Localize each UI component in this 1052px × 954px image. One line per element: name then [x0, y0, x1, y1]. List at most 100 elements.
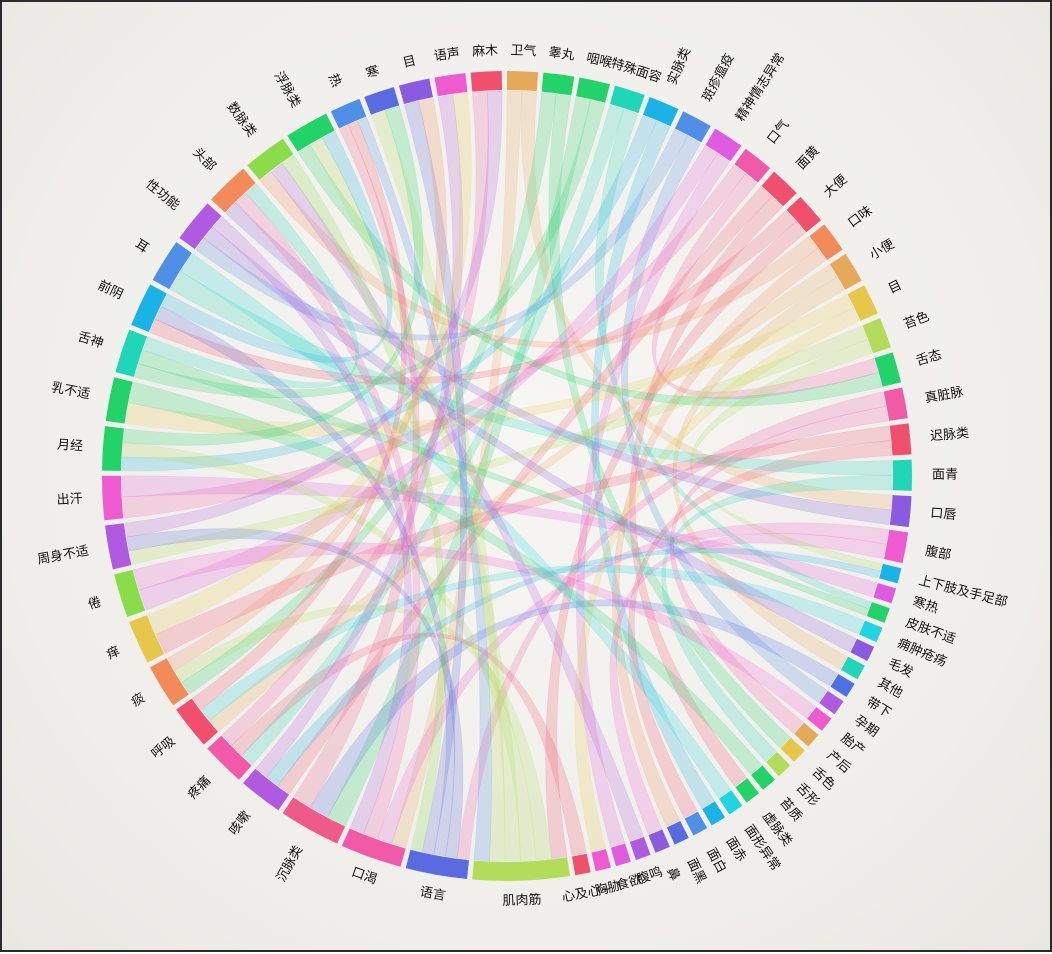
- ribbon-26: [129, 325, 868, 566]
- category-label: 面黄: [794, 144, 823, 173]
- arc-50: [149, 658, 189, 706]
- category-label: 精神情志异常: [733, 51, 788, 125]
- arc-49: [176, 698, 219, 745]
- arc-6: [705, 128, 742, 162]
- ribbon-1: [520, 90, 892, 511]
- ribbon-54: [154, 306, 456, 857]
- ribbon-23: [672, 276, 848, 670]
- arc-57: [115, 329, 148, 377]
- category-label: 痰: [128, 690, 147, 710]
- arc-12: [847, 285, 878, 321]
- category-label: 心及心~: [561, 881, 613, 905]
- category-label: 疼痛: [184, 773, 214, 803]
- arc-33: [735, 778, 759, 803]
- category-label: 舌态: [914, 348, 943, 369]
- category-label: 目: [886, 278, 904, 297]
- arc-18: [889, 495, 912, 528]
- ribbon-40: [138, 349, 869, 617]
- arc-36: [684, 811, 708, 836]
- category-label: 头部: [189, 145, 218, 174]
- category-label: 咳嗽: [226, 809, 254, 839]
- arc-34: [718, 790, 743, 815]
- arc-42: [572, 853, 591, 876]
- ribbon-58: [255, 94, 463, 778]
- category-label: 大便: [821, 172, 850, 200]
- ribbon-16: [277, 186, 773, 795]
- ribbon-67: [212, 216, 412, 834]
- ribbon-48: [231, 632, 587, 856]
- ribbon-42: [203, 226, 857, 653]
- ribbon-47: [270, 162, 644, 842]
- ribbons-layer: [121, 90, 893, 862]
- category-label: 前阴: [95, 277, 125, 303]
- arc-44: [405, 849, 469, 880]
- ribbon-12: [138, 145, 718, 611]
- category-label: 面赤: [722, 835, 748, 865]
- arc-54: [102, 475, 124, 521]
- ribbon-49: [174, 604, 552, 861]
- arc-14: [874, 352, 902, 387]
- arcs-layer: [102, 71, 912, 881]
- arc-29: [794, 722, 819, 747]
- category-label: 小便: [867, 237, 897, 263]
- ribbon-5: [134, 99, 606, 399]
- arc-63: [287, 113, 335, 152]
- category-label: 麻木: [472, 43, 499, 59]
- category-label: 呼吸: [149, 734, 179, 762]
- ribbon-53: [126, 528, 464, 859]
- arc-60: [179, 203, 222, 250]
- ribbon-63: [124, 90, 503, 538]
- category-label: 腹部: [924, 543, 952, 563]
- arc-26: [830, 674, 855, 698]
- ribbon-69: [357, 117, 492, 861]
- category-label: 倦: [86, 595, 103, 613]
- ribbon-38: [266, 547, 881, 787]
- arc-47: [243, 768, 290, 811]
- arc-55: [102, 426, 124, 471]
- ribbon-56: [235, 192, 421, 839]
- ribbon-13: [576, 153, 731, 848]
- ribbon-32: [627, 440, 892, 819]
- ribbon-10: [195, 128, 689, 341]
- category-label: 目: [401, 54, 417, 72]
- arc-38: [648, 829, 670, 853]
- category-label: 痒: [104, 643, 122, 663]
- ribbon-61: [167, 97, 447, 671]
- category-label: 咽喉: [585, 51, 614, 71]
- ribbon-29: [456, 391, 886, 860]
- category-label: 苔色: [901, 308, 931, 332]
- arc-5: [674, 111, 711, 143]
- category-label: 乳不适: [50, 380, 91, 402]
- arc-59: [152, 242, 192, 290]
- ribbon-28: [297, 144, 882, 407]
- arc-8: [761, 171, 797, 207]
- ribbon-43: [310, 599, 838, 818]
- arc-45: [341, 828, 406, 867]
- category-label: 斑疹瘟疫: [699, 51, 738, 104]
- ribbon-7: [595, 108, 872, 610]
- ribbon-24: [125, 294, 854, 437]
- ribbon-25: [574, 307, 860, 853]
- ribbon-31: [155, 425, 891, 654]
- category-label: 性功能: [142, 177, 182, 213]
- ribbon-22: [209, 264, 838, 732]
- ribbon-50: [122, 442, 537, 862]
- ribbon-34: [661, 474, 893, 762]
- ribbon-17: [629, 196, 783, 787]
- arc-41: [591, 849, 611, 872]
- arc-62: [247, 138, 294, 180]
- arc-66: [398, 78, 433, 104]
- arc-46: [282, 797, 346, 844]
- ribbon-45: [128, 381, 763, 775]
- ribbon-39: [121, 475, 878, 598]
- category-label: 实脉类: [665, 45, 694, 87]
- category-label: 特殊面容: [609, 55, 663, 86]
- arc-13: [862, 318, 891, 354]
- ribbon-55: [403, 100, 468, 855]
- category-label: 沉脉类: [274, 843, 306, 884]
- arc-20: [879, 563, 902, 584]
- arc-9: [786, 196, 822, 233]
- arc-22: [866, 602, 890, 623]
